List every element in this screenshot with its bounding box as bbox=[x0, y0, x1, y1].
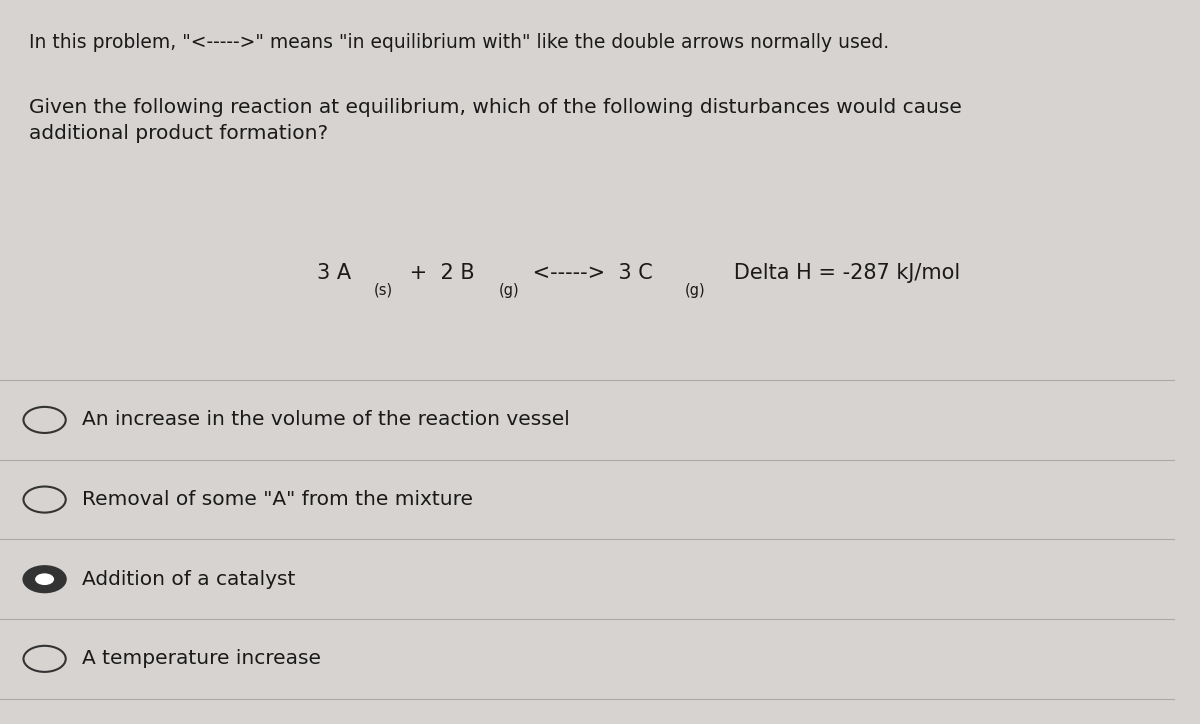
Circle shape bbox=[24, 566, 66, 592]
Text: A temperature increase: A temperature increase bbox=[82, 649, 322, 668]
Text: 3 A: 3 A bbox=[317, 263, 352, 283]
Text: Given the following reaction at equilibrium, which of the following disturbances: Given the following reaction at equilibr… bbox=[29, 98, 962, 143]
Circle shape bbox=[35, 573, 54, 585]
Text: (s): (s) bbox=[373, 282, 392, 298]
Text: In this problem, "<----->" means "in equilibrium with" like the double arrows no: In this problem, "<----->" means "in equ… bbox=[29, 33, 889, 51]
Text: +  2 B: + 2 B bbox=[403, 263, 474, 283]
Text: Removal of some "A" from the mixture: Removal of some "A" from the mixture bbox=[82, 490, 473, 509]
Text: (g): (g) bbox=[684, 282, 704, 298]
Text: <----->  3 C: <-----> 3 C bbox=[526, 263, 653, 283]
Text: (g): (g) bbox=[499, 282, 520, 298]
Text: An increase in the volume of the reaction vessel: An increase in the volume of the reactio… bbox=[82, 411, 570, 429]
Text: Delta H = -287 kJ/mol: Delta H = -287 kJ/mol bbox=[714, 263, 960, 283]
Text: Addition of a catalyst: Addition of a catalyst bbox=[82, 570, 295, 589]
